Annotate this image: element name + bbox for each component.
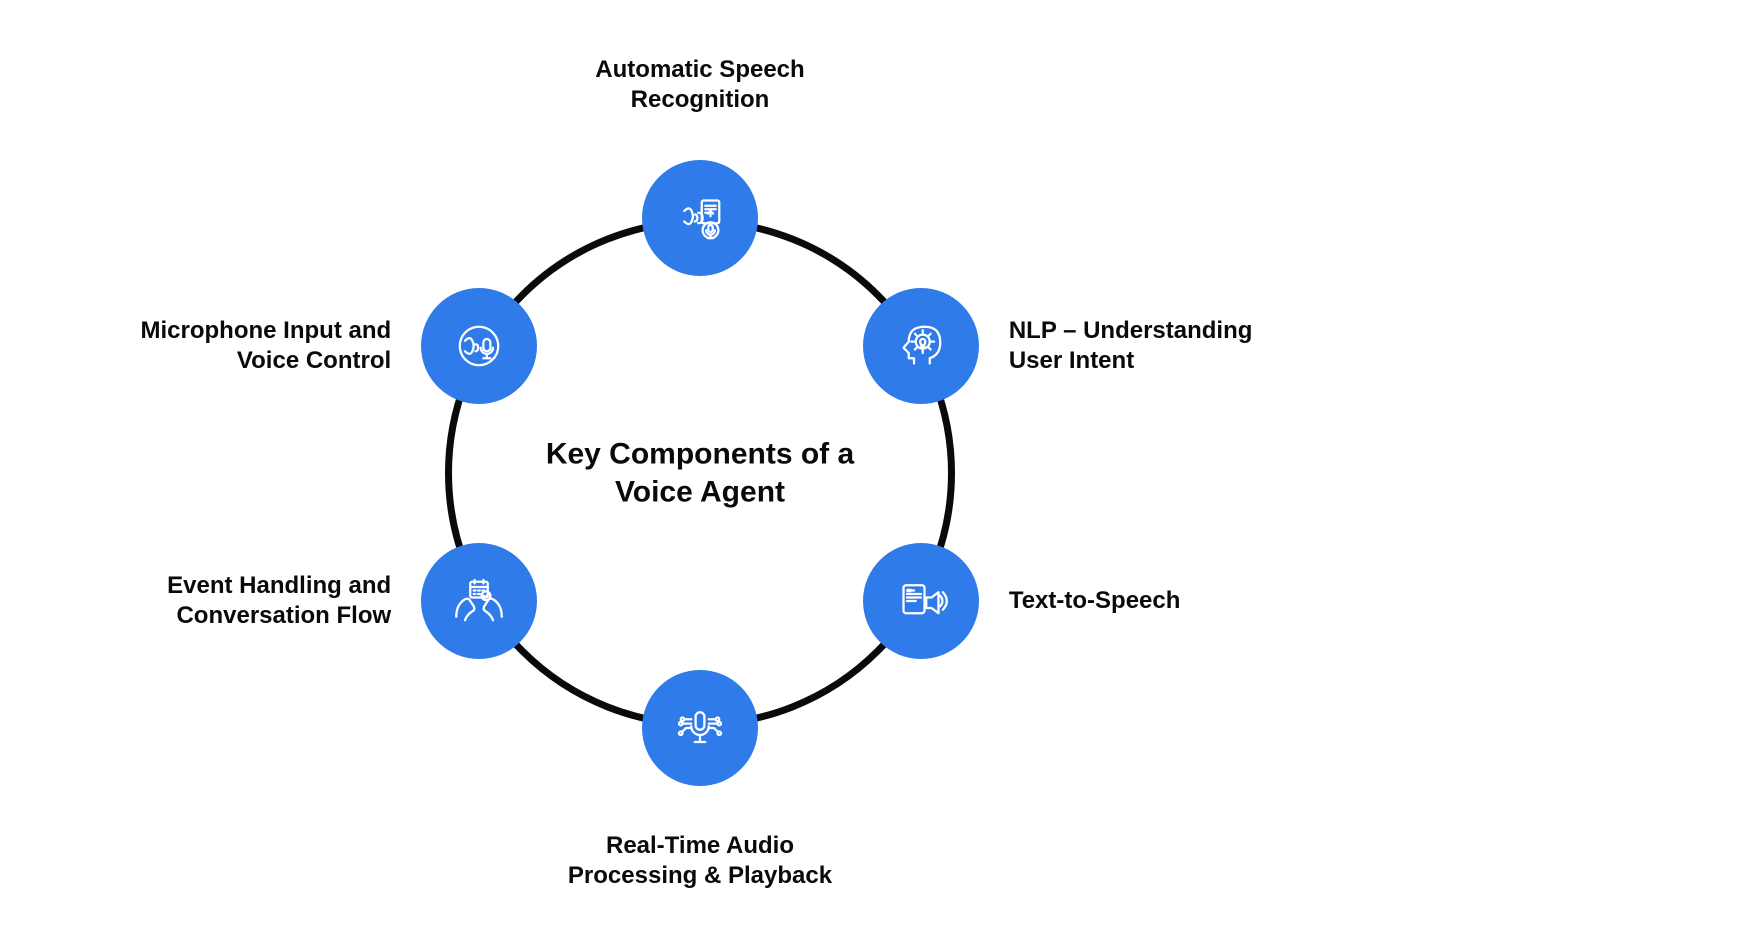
label-flow: Event Handling and Conversation Flow: [91, 571, 391, 631]
label-nlp: NLP – Understanding User Intent: [1009, 316, 1309, 376]
node-flow: [421, 543, 537, 659]
label-flow-line2: Conversation Flow: [176, 602, 391, 629]
label-flow-line1: Event Handling and: [167, 572, 391, 599]
voice-agent-diagram: Key Components of a Voice Agent Automati…: [0, 0, 1744, 946]
label-asr-line2: Recognition: [631, 86, 770, 113]
label-mic-line1: Microphone Input and: [141, 317, 392, 344]
mic-circuit-icon: [672, 700, 728, 756]
speak-mic-icon: [451, 318, 507, 374]
center-title-line1: Key Components of a: [546, 438, 854, 471]
node-audio: [642, 670, 758, 786]
label-tts: Text-to-Speech: [1009, 586, 1269, 616]
label-asr: Automatic Speech Recognition: [550, 55, 850, 115]
label-asr-line1: Automatic Speech: [595, 56, 804, 83]
node-mic: [421, 288, 537, 404]
hands-calendar-icon: [451, 573, 507, 629]
label-nlp-line1: NLP – Understanding: [1009, 317, 1253, 344]
speech-to-doc-icon: [672, 190, 728, 246]
label-audio-line2: Processing & Playback: [568, 862, 832, 889]
node-tts: [863, 543, 979, 659]
doc-speaker-icon: [893, 573, 949, 629]
label-audio-line1: Real-Time Audio: [606, 832, 794, 859]
node-asr: [642, 160, 758, 276]
node-nlp: [863, 288, 979, 404]
center-title-line2: Voice Agent: [615, 475, 785, 508]
label-tts-line1: Text-to-Speech: [1009, 587, 1181, 614]
head-bulb-icon: [893, 318, 949, 374]
label-mic: Microphone Input and Voice Control: [91, 316, 391, 376]
label-nlp-line2: User Intent: [1009, 347, 1134, 374]
label-mic-line2: Voice Control: [237, 347, 391, 374]
center-title: Key Components of a Voice Agent: [520, 436, 880, 511]
label-audio: Real-Time Audio Processing & Playback: [540, 831, 860, 891]
